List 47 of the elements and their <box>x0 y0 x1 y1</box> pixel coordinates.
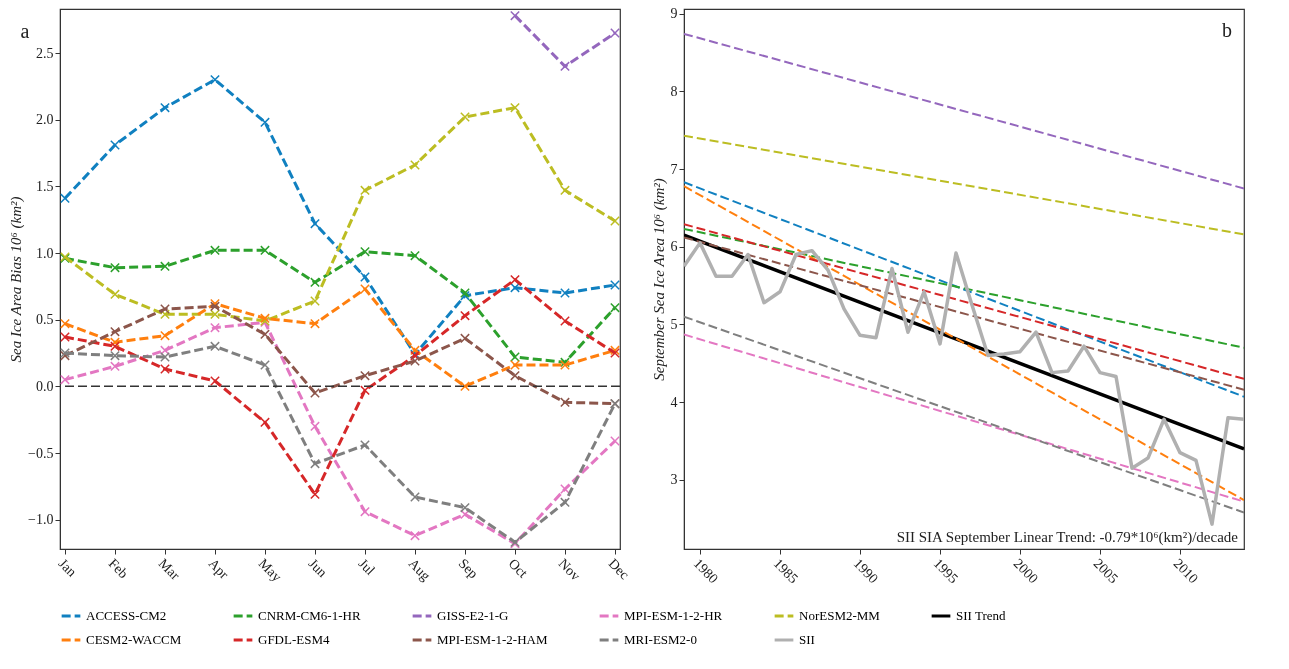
legend-label: MPI-ESM-1-2-HAM <box>437 632 548 647</box>
x-tick-label: Nov <box>555 555 584 584</box>
y-axis-title: September Sea Ice Area 10⁶ (km²) <box>650 178 668 381</box>
y-tick-label: −0.5 <box>28 445 54 461</box>
y-tick-label: 7 <box>670 161 678 177</box>
y-tick-label: 9 <box>670 6 678 22</box>
text: a <box>20 20 30 43</box>
annotation: SII SIA September Linear Trend: -0.79*10⁶(km²)/decade <box>896 529 1239 546</box>
x-tick-label: Sep <box>455 555 482 582</box>
y-tick-label: 4 <box>670 394 678 410</box>
x-tick-label: 1985 <box>770 555 802 587</box>
x-tick-label: Dec <box>605 555 633 583</box>
y-axis-title: Sea Ice Area Bias 10⁶ (km²) <box>8 196 26 363</box>
text: b <box>1222 18 1232 41</box>
x-tick-label: 1995 <box>930 555 962 587</box>
legend-label: GISS-E2-1-G <box>437 608 509 623</box>
y-tick-label: 0.0 <box>36 378 54 394</box>
y-tick-label: 5 <box>670 316 678 332</box>
x-tick-label: Oct <box>505 555 531 581</box>
legend-label: MRI-ESM2-0 <box>624 632 697 647</box>
legend-label: NorESM2-MM <box>799 608 881 623</box>
x-tick-label: Jan <box>55 555 80 580</box>
x-tick-label: 1980 <box>690 555 722 587</box>
y-tick-label: 3 <box>670 472 678 488</box>
y-tick-label: 1.0 <box>36 245 54 261</box>
legend-label: CESM2-WACCM <box>86 632 182 647</box>
legend-label: ACCESS-CM2 <box>86 608 167 623</box>
x-tick-label: Feb <box>105 555 132 582</box>
legend-label: CNRM-CM6-1-HR <box>258 608 361 623</box>
legend-label: MPI-ESM-1-2-HR <box>624 608 723 623</box>
x-tick-label: Aug <box>405 555 434 584</box>
legend-label: SII Trend <box>956 608 1006 623</box>
x-tick-label: Jun <box>305 555 330 581</box>
legend-label: SII <box>799 632 815 647</box>
y-tick-label: −1.0 <box>28 512 54 528</box>
y-tick-label: 1.5 <box>36 178 54 194</box>
y-tick-label: 2.5 <box>36 45 54 61</box>
x-tick-label: 1990 <box>850 555 882 587</box>
y-tick-label: 0.5 <box>36 312 54 328</box>
x-tick-label: Jul <box>355 555 378 579</box>
y-tick-label: 2.0 <box>36 112 54 128</box>
y-tick-label: 8 <box>670 83 678 99</box>
y-tick-label: 6 <box>670 239 678 255</box>
x-tick-label: Mar <box>155 555 183 584</box>
x-tick-label: May <box>255 555 285 585</box>
legend-label: GFDL-ESM4 <box>258 632 331 647</box>
x-tick-label: Apr <box>205 555 232 583</box>
